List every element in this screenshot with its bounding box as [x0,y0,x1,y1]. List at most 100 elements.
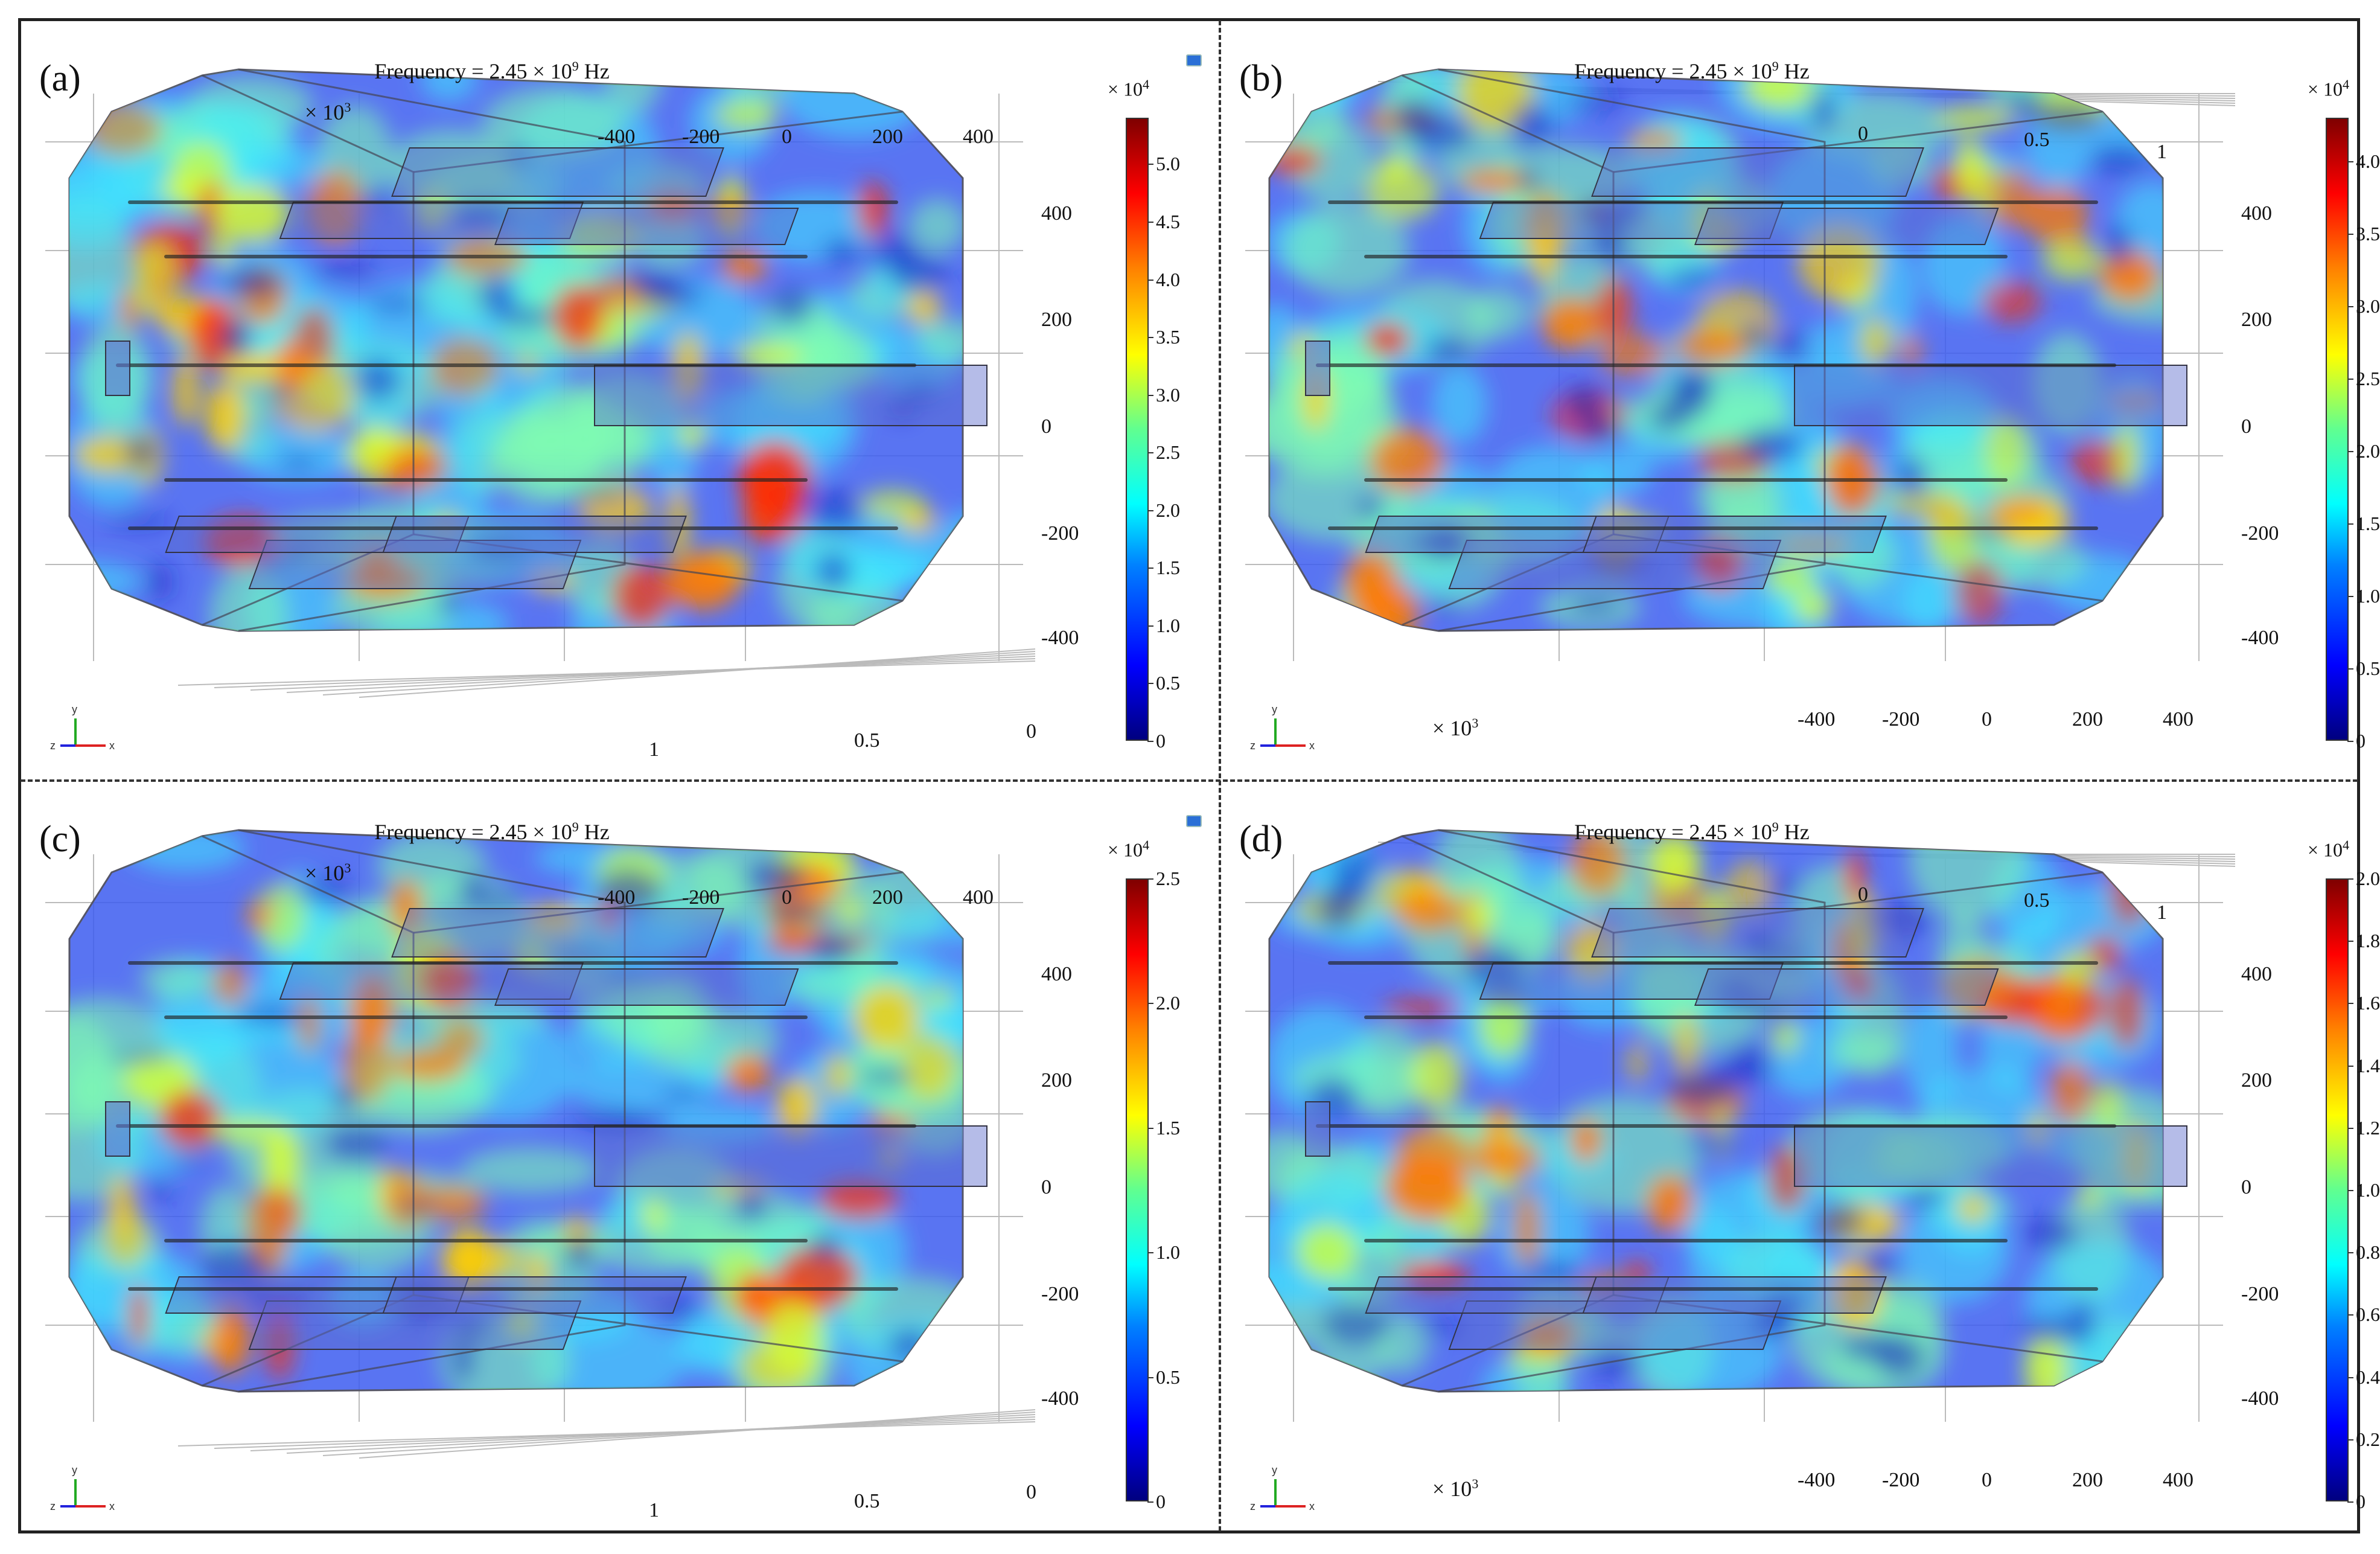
axis-triad: y z x [50,703,118,758]
x-tick-label: 0 [782,126,792,148]
colorbar-tick-mark [2347,741,2353,742]
z-tick-label: 0 [1858,123,1868,145]
colorbar-tick-mark [1147,279,1153,281]
triad-z-label: z [50,1500,56,1512]
y-tick-label: -400 [1041,1387,1079,1410]
colorbar-multiplier-exp: 4 [2343,837,2350,852]
antenna-rods [1316,961,2116,1291]
colorbar-tick-mark [2347,161,2353,162]
x-tick-label: 400 [2163,1469,2193,1491]
triad-x-label: x [109,1500,115,1512]
colorbar-tick-mark [1147,1501,1153,1503]
colorbar-tick-label: 2.5 [1156,868,1180,889]
colorbar-tick-mark [1147,510,1153,511]
colorbar-tick-label: 1.6 [2356,992,2380,1014]
panel-label: (a) [39,58,81,99]
waveguide-ports [1365,147,2187,589]
colorbar-tick-mark [2347,1065,2353,1067]
colorbar-tick-label: 2.0 [1156,992,1180,1014]
z-tick-label: 0 [1026,1481,1036,1503]
colorbar-multiplier-exp: 4 [1143,77,1150,92]
colorbar-tick-label: 5.0 [1156,153,1180,175]
axis-scale-base: × 10 [1432,1477,1472,1501]
input-port [1305,341,1330,396]
y-tick-label: 200 [1041,309,1072,331]
axis-scale-exp: 3 [1472,1476,1479,1491]
z-tick-label: 1 [2157,141,2167,163]
colorbar-tick-mark [2347,1377,2353,1378]
input-port [105,1101,130,1157]
colorbar-tick-label: 1.0 [1156,1241,1180,1264]
colorbar-tick-label: 1.8 [2356,930,2380,952]
colorbar-multiplier: × 104 [2308,837,2349,862]
waveguide-plate [1582,1276,1887,1314]
y-tick-label: 400 [1041,963,1072,985]
z-tick-label: 0.5 [2024,129,2050,151]
axis-scale-base: × 10 [305,861,345,885]
antenna-rods [116,200,916,530]
y-tick-label: -200 [1041,522,1079,545]
cavity-edges [1402,68,2103,632]
colorbar-tick-label: 4.5 [1156,211,1180,232]
colorbar-tick-mark [1147,683,1153,685]
y-tick-label: -200 [2241,522,2279,545]
colorbar-tick-mark [2347,1501,2353,1503]
y-tick-label: 0 [2241,1176,2251,1198]
waveguide-ports [165,908,987,1350]
z-tick-label: 1 [649,1499,659,1521]
waveguide-plate [382,516,687,553]
colorbar-tick-mark [1147,394,1153,396]
axis-scale-exp: 3 [344,100,351,115]
x-tick-label: 0 [1982,1469,1992,1491]
x-tick-label: 200 [2072,708,2103,731]
horizontal-divider [21,779,2358,782]
y-tick-label: 200 [2241,309,2272,331]
colorbar-multiplier: × 104 [1108,77,1149,101]
y-tick-label: 400 [2241,202,2272,225]
waveguide-plate [1794,1125,2187,1187]
colorbar-tick-label: 1.5 [2356,513,2380,534]
colorbar-tick-label: 0.8 [2356,1241,2380,1264]
waveguide-plate [594,1125,987,1187]
axis-scale-label: × 103 [1432,715,1478,741]
colorbar-tick-label: 1.5 [1156,1116,1180,1139]
colorbar-tick-mark [2347,1003,2353,1005]
colorbar-tick-label: 2.0 [1156,499,1180,521]
axis-scale-exp: 3 [344,860,351,875]
colorbar-tick-label: 1.0 [2356,585,2380,607]
waveguide-plate [1694,968,1999,1006]
colorbar-tick-mark [1147,1377,1153,1378]
y-tick-label: -200 [2241,1283,2279,1305]
x-tick-label: -200 [1882,708,1920,731]
axis-scale-base: × 10 [305,100,345,124]
colorbar-tick-mark [2347,234,2353,235]
y-tick-label: 400 [1041,202,1072,225]
colorbar-tick-mark [2347,1127,2353,1129]
axis-scale-label: × 103 [305,100,351,125]
cavity-edges [1402,829,2103,1393]
title-exponent: 9 [1772,819,1779,834]
title-text: Frequency = 2.45 × 10 [1574,59,1772,83]
triad-y-label: y [1272,703,1277,715]
y-tick-label: 400 [2241,963,2272,985]
x-tick-label: 200 [2072,1469,2103,1491]
x-tick-label: -400 [598,886,636,909]
colorbar-tick-mark [2347,668,2353,670]
antenna-rods [1316,200,2116,530]
colorbar-tick-label: 1.2 [2356,1116,2380,1139]
plot-title: Frequency = 2.45 × 109 Hz [1450,819,1933,845]
x-tick-label: 200 [872,126,903,148]
colorbar-tick-mark [1147,452,1153,454]
colorbar-tick-mark [2347,1252,2353,1254]
colorbar-multiplier: × 104 [2308,77,2349,101]
triad-x-label: x [1309,1500,1315,1512]
axis-scale-label: × 103 [1432,1476,1478,1501]
colorbar-tick-label: 3.5 [2356,223,2380,245]
colorbar-multiplier-base: × 10 [1108,78,1143,100]
colorbar-tick-label: 2.5 [2356,368,2380,389]
field-plot [1245,68,2236,661]
colorbar-tick-mark [2347,451,2353,452]
y-tick-label: 200 [2241,1069,2272,1092]
z-tick-label: 1 [649,738,659,761]
waveguide-plate [494,208,799,245]
